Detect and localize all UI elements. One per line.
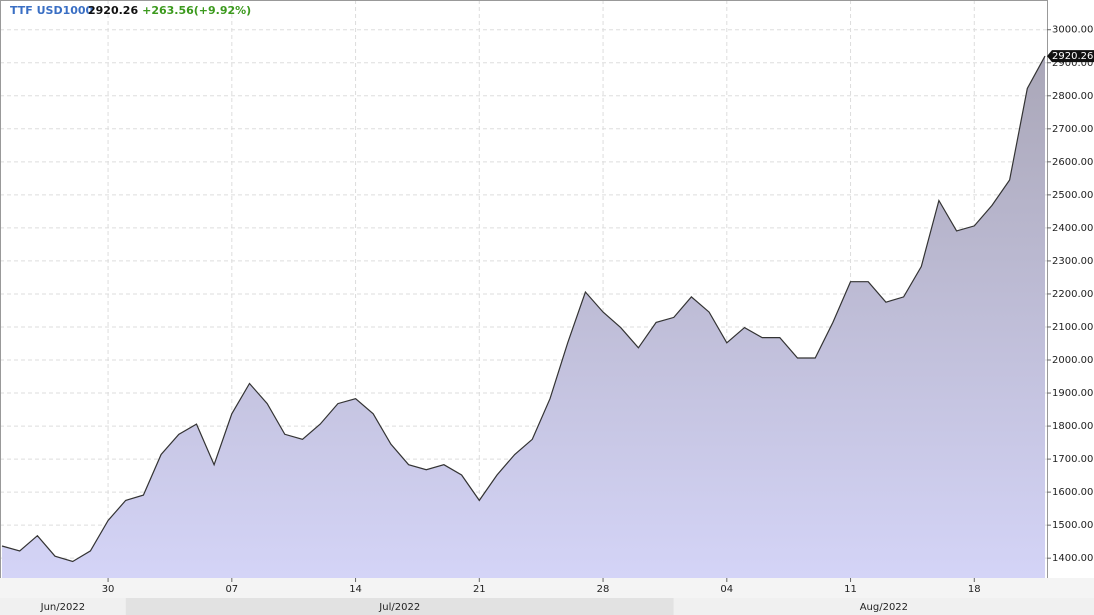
x-tick-label: 18 [968, 584, 981, 595]
area [2, 56, 1045, 579]
month-label: Aug/2022 [860, 602, 908, 613]
y-tick-label: 2600.00 [1052, 157, 1093, 168]
chart-title: TTF USD1000 [10, 4, 94, 17]
line [1, 55, 1046, 563]
y-tick-label: 2800.00 [1052, 91, 1093, 102]
y-tick-label: 2700.00 [1052, 124, 1093, 135]
x-tick-label: 21 [473, 584, 486, 595]
y-tick-label: 1400.00 [1052, 553, 1093, 564]
y-tick-label: 2100.00 [1052, 322, 1093, 333]
y-tick-label: 2000.00 [1052, 355, 1093, 366]
month-label: Jun/2022 [40, 602, 85, 613]
month-band [125, 598, 674, 615]
y-tick-label: 1600.00 [1052, 487, 1093, 498]
y-tick-label: 1500.00 [1052, 520, 1093, 531]
x-tick-label: 28 [597, 584, 610, 595]
x-tick-label: 07 [225, 584, 238, 595]
y-tick-label: 2500.00 [1052, 190, 1093, 201]
x-tick-label: 14 [349, 584, 362, 595]
y-tick-label: 1700.00 [1052, 454, 1093, 465]
x-tick-label: 04 [720, 584, 733, 595]
price-marker [1047, 50, 1094, 63]
y-tick-label: 2200.00 [1052, 289, 1093, 300]
last-price: 2920.26 [88, 4, 138, 17]
y-tick-label: 2300.00 [1052, 256, 1093, 267]
price-marker-label: 2920.26 [1052, 51, 1093, 62]
month-band [0, 598, 126, 615]
x-tick-label: 11 [844, 584, 857, 595]
y-tick-label: 2400.00 [1052, 223, 1093, 234]
y-tick-label: 3000.00 [1052, 25, 1093, 36]
y-tick-label: 2900.00 [1052, 58, 1093, 69]
x-tick-label: 30 [102, 584, 115, 595]
month-band [673, 598, 1094, 615]
y-tick-label: 1900.00 [1052, 388, 1093, 399]
price-change: +263.56(+9.92%) [142, 4, 251, 17]
month-label: Jul/2022 [378, 602, 420, 613]
y-tick-label: 1800.00 [1052, 421, 1093, 432]
